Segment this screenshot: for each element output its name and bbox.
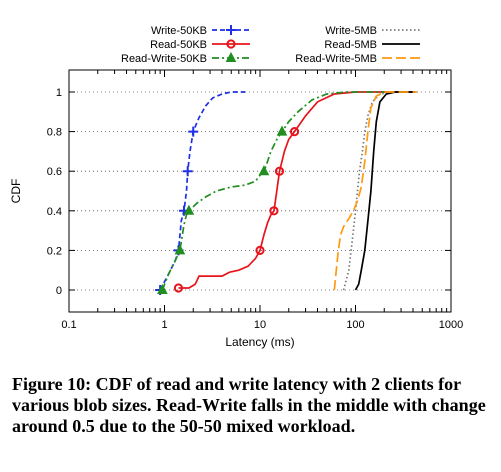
x-tick-label: 0.1	[61, 319, 76, 331]
axis-ticks: 0 0.2 0.4 0.6 0.8 1 0.1 1 10 100 1000	[47, 70, 463, 331]
legend-label: Read-Write-5MB	[295, 53, 377, 65]
data-point-read-write-50kb	[276, 125, 288, 136]
x-tick-label: 1000	[439, 319, 463, 331]
y-tick-label: 0.6	[47, 166, 62, 178]
data-point-write-50kb	[188, 126, 199, 137]
x-tick-label: 10	[254, 319, 266, 331]
legend-item-read-write-5mb: Read-Write-5MB	[295, 53, 420, 65]
grid-lines	[69, 91, 451, 291]
plot-frame	[68, 69, 452, 313]
figure-caption: Figure 10: CDF of read and write latency…	[12, 374, 486, 436]
series-read-50kb	[173, 91, 413, 293]
x-axis-label: Latency (ms)	[225, 335, 294, 349]
series-write-50kb	[155, 91, 246, 295]
series-line-read-50kb	[178, 91, 413, 289]
y-tick-label: 0.4	[47, 206, 62, 218]
legend-item-write-50kb: Write-50KB	[151, 25, 250, 37]
legend-item-read-write-50kb: Read-Write-50KB	[121, 51, 250, 65]
legend-item-write-5mb: Write-5MB	[325, 25, 420, 37]
series-line-write-5mb	[342, 91, 418, 291]
data-point-read-50kb	[274, 166, 285, 176]
y-tick-label: 0.8	[47, 127, 62, 139]
data-point-read-write-50kb	[157, 283, 168, 294]
y-axis-label: CDF	[9, 179, 23, 204]
legend-marker	[225, 51, 237, 62]
y-tick-label: 0.2	[47, 245, 62, 257]
series-line-read-write-50kb	[161, 91, 385, 291]
legend-label: Read-Write-50KB	[121, 53, 207, 65]
series-read-5mb	[354, 91, 415, 291]
legend-item-read-5mb: Read-5MB	[324, 39, 420, 51]
data-point-read-50kb	[173, 283, 184, 293]
y-tick-label: 1	[56, 87, 62, 99]
legend-label: Write-50KB	[151, 25, 207, 37]
legend-label: Read-50KB	[150, 39, 207, 51]
data-point-read-50kb	[289, 127, 300, 137]
data-point-read-write-50kb	[174, 244, 186, 255]
data-point-read-50kb	[269, 206, 279, 216]
y-tick-label: 0	[56, 285, 62, 297]
data-point-read-50kb	[255, 245, 265, 255]
x-tick-label: 1	[161, 319, 167, 331]
series-read-write-5mb	[333, 91, 417, 291]
legend-label: Write-5MB	[325, 25, 377, 37]
legend: Write-50KB Read-50KB Read-Write-50KB Write-…	[121, 25, 420, 65]
legend-marker	[226, 25, 236, 35]
series-layer	[155, 91, 418, 295]
data-point-read-write-50kb	[183, 204, 195, 215]
series-write-5mb	[342, 91, 418, 291]
data-point-write-50kb	[182, 166, 193, 177]
series-line-read-write-5mb	[333, 91, 417, 291]
legend-item-read-50kb: Read-50KB	[150, 39, 250, 51]
x-tick-label: 100	[346, 319, 364, 331]
series-line-read-5mb	[354, 91, 415, 291]
series-line-write-50kb	[159, 91, 246, 291]
data-point-read-write-50kb	[258, 165, 270, 176]
legend-marker	[226, 39, 236, 49]
series-read-write-50kb	[157, 91, 385, 294]
legend-label: Read-5MB	[324, 39, 377, 51]
cdf-chart: 0 0.2 0.4 0.6 0.8 1 0.1 1 10 100 1000 CDF Latency …	[9, 25, 463, 349]
